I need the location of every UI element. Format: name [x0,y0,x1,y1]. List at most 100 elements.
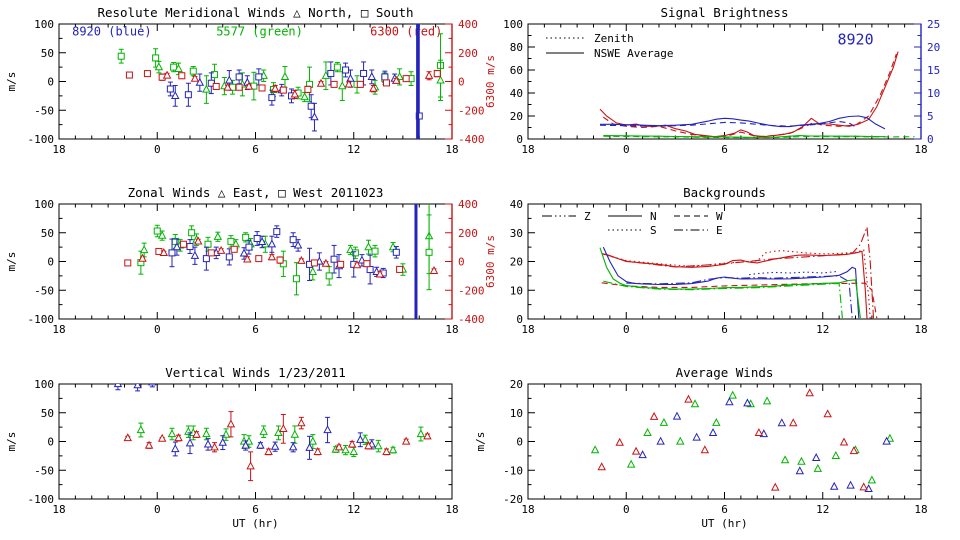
marker-square [184,91,192,99]
marker-triangle [313,446,322,455]
marker-triangle [308,436,318,445]
marker-square [166,85,174,93]
marker-triangle [123,433,133,442]
marker-square [273,228,281,236]
marker-triangle [280,72,290,80]
panel-title: Backgrounds [683,185,766,200]
x-tick-label: 18 [445,323,458,336]
marker-triangle [139,245,149,254]
series-line [599,247,861,319]
marker-triangle [771,482,780,491]
marker-triangle [193,236,203,245]
marker-triangle [341,445,350,454]
marker-square [307,102,315,110]
marker-triangle [243,254,252,263]
y-tick-label: 100 [503,18,523,31]
series-line [603,280,843,319]
y-tick-label: 60 [510,64,523,77]
series-6300-N [601,250,868,319]
y-axis-title: m/s [5,432,18,452]
right-tick-label: 10 [927,87,940,100]
marker-triangle [690,399,700,408]
marker-triangle [225,75,234,84]
plot-data [113,384,432,482]
marker-triangle [823,409,832,418]
marker-square [186,243,194,251]
marker-square [255,73,263,81]
marker-triangle [239,248,249,257]
marker-triangle [829,481,839,490]
marker-triangle [113,384,123,388]
marker-triangle [190,250,200,259]
x-tick-label: 6 [721,503,728,516]
x-tick-label: 12 [347,323,360,336]
right-tick-label: 5 [927,110,934,123]
marker-triangle [849,446,859,455]
y-tick-label: -50 [34,284,54,297]
x-tick-label: 0 [154,323,161,336]
marker-triangle [684,394,693,403]
series-5577 [590,390,895,484]
y-tick-label: 0 [47,256,54,269]
marker-square [143,70,151,78]
marker-triangle [270,441,280,450]
legend-label: W [716,210,723,223]
marker-triangle [259,426,268,435]
x-tick-label: 12 [816,503,829,516]
x-axis-title: UT (hr) [232,517,278,530]
series-8920 [168,225,400,285]
marker-triangle [369,83,378,92]
marker-triangle [797,456,806,465]
marker-triangle [192,429,201,438]
marker-square [235,83,243,91]
legend-label: NSWE Average [594,47,673,60]
y-tick-label: 0 [516,436,523,449]
marker-triangle [203,439,213,448]
panel-vertical: Vertical Winds 1/23/2011 18 0 6 12 18 UT (hr) -… [5,365,459,530]
series-line [601,282,878,319]
marker-triangle [300,92,309,101]
panel-title: Average Winds [676,365,774,380]
marker-square [125,71,133,79]
y-tick-label: -100 [28,313,55,326]
marker-triangle [659,417,669,426]
marker-triangle [416,429,426,438]
marker-square [170,63,178,71]
right-tick-label: 0 [927,133,934,146]
marker-triangle [136,425,146,434]
marker-triangle [859,482,868,491]
x-tick-label: 0 [154,143,161,156]
marker-triangle [789,418,798,427]
plot-box [58,383,453,500]
marker-triangle [676,436,685,445]
series-8920 [638,397,891,493]
marker-triangle [382,446,391,455]
marker-square [253,235,261,242]
x-tick-label: 18 [52,143,65,156]
marker-triangle [210,442,219,451]
marker-triangle [839,437,849,446]
marker-triangle [172,242,182,251]
marker-triangle [643,428,652,436]
x-tick-label: 6 [721,323,728,336]
x-axis: 18 0 6 12 18 [521,204,928,336]
marker-triangle [290,89,300,98]
y-axis: -100 -50 0 50 100 m/s [5,378,452,506]
marker-triangle [356,434,365,443]
marker-square [327,69,335,77]
series-6300 [124,236,439,278]
y-tick-label: 100 [34,18,54,31]
panel-zonal: Zonal Winds △ East, □ West 2011023 18 0 6 12… [5,185,497,336]
plot-data [590,388,895,493]
y-tick-label: 0 [47,76,54,89]
plot-data [117,24,445,139]
marker-square [189,67,197,75]
marker-square [360,69,368,77]
x-tick-label: 12 [816,323,829,336]
marker-triangle [270,83,280,92]
y-axis: -100 -50 0 50 100 m/s [5,18,66,146]
panel-title: Vertical Winds 1/23/2011 [165,365,346,380]
marker-triangle [360,434,370,443]
